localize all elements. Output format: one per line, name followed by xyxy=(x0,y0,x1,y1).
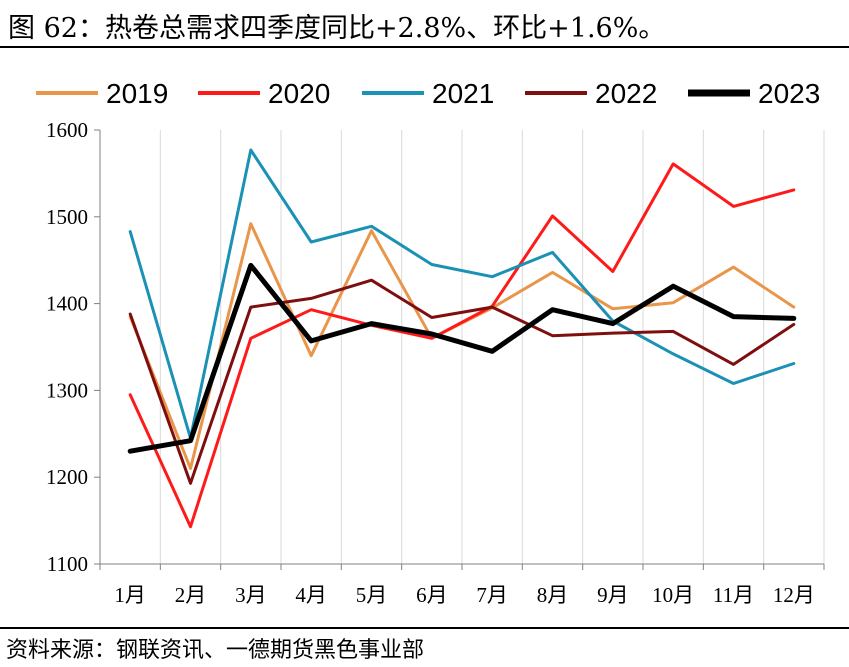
y-tick-label: 1200 xyxy=(46,465,88,489)
x-tick-label: 7月 xyxy=(476,583,508,607)
top-rule xyxy=(0,46,849,48)
legend-label-2020: 2020 xyxy=(268,78,330,109)
series-line-2020 xyxy=(128,162,796,529)
x-tick-label: 8月 xyxy=(537,583,569,607)
x-tick-label: 4月 xyxy=(295,583,327,607)
chart-grid xyxy=(159,130,825,564)
series-line-2021 xyxy=(128,148,796,440)
legend-label-2021: 2021 xyxy=(432,78,494,109)
y-tick-label: 1600 xyxy=(46,118,88,142)
legend-label-2023: 2023 xyxy=(758,78,820,109)
x-tick-label: 10月 xyxy=(652,583,694,607)
y-tick-label: 1100 xyxy=(47,552,88,576)
x-tick-label: 12月 xyxy=(773,583,815,607)
series-line-2023 xyxy=(127,262,797,454)
line-chart: 2019 2020 2021 2022 2023 1100 1200 1300 1400 150… xyxy=(36,78,825,607)
legend-label-2019: 2019 xyxy=(106,78,168,109)
x-tick-label: 5月 xyxy=(356,583,388,607)
x-tick-label: 9月 xyxy=(597,583,629,607)
series-line-2022 xyxy=(128,278,796,485)
y-tick-label: 1500 xyxy=(46,205,88,229)
figure-source: 资料来源：钢联资讯、一德期货黑色事业部 xyxy=(6,638,425,663)
x-tick-label: 3月 xyxy=(235,583,267,607)
bottom-rule xyxy=(0,627,849,629)
x-axis-ticks: 1月 2月 3月 4月 5月 6月 7月 8月 9月 10月 11月 12月 xyxy=(99,564,825,607)
x-tick-label: 1月 xyxy=(114,583,146,607)
x-tick-label: 2月 xyxy=(175,583,207,607)
y-tick-label: 1400 xyxy=(46,292,88,316)
y-axis-ticks: 1100 1200 1300 1400 1500 1600 xyxy=(46,118,100,576)
figure-title: 图 62：热卷总需求四季度同比+2.8%、环比+1.6%。 xyxy=(8,13,666,44)
y-tick-label: 1300 xyxy=(46,378,88,402)
chart-series xyxy=(127,148,797,529)
x-tick-label: 11月 xyxy=(713,583,754,607)
x-tick-label: 6月 xyxy=(416,583,448,607)
legend-label-2022: 2022 xyxy=(595,78,657,109)
chart-legend: 2019 2020 2021 2022 2023 xyxy=(36,78,820,109)
